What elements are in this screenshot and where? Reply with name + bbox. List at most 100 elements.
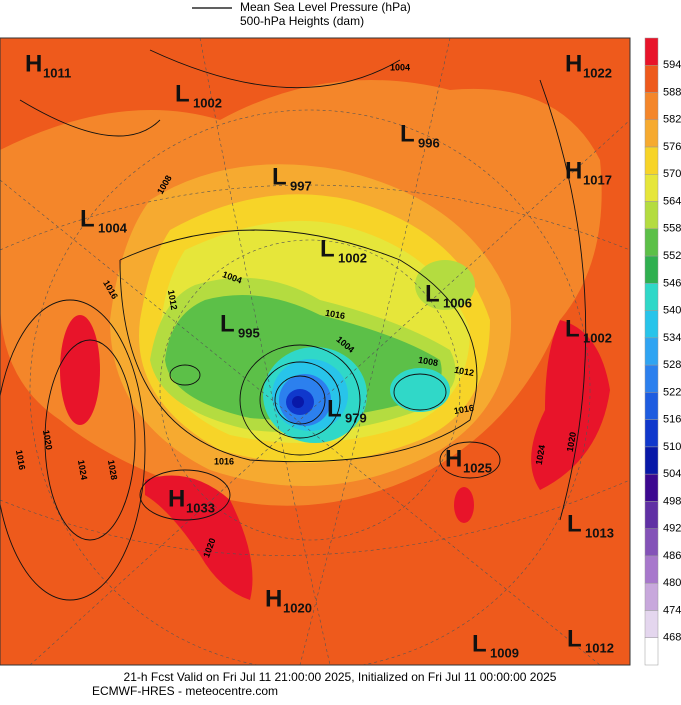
colorbar-swatch [644,582,659,611]
colorbar-tick-label: 468 [663,632,681,644]
center-letter: L [567,510,582,537]
contour-label: 1020 [565,431,578,452]
center-letter: L [400,120,415,147]
center-letter: L [175,80,190,107]
contour-label: 1024 [534,444,547,465]
map-frame [0,37,631,666]
center-letter: H [265,585,282,612]
colorbar-swatch [644,637,659,666]
colorbar-swatch [644,392,659,420]
colorbar-tick-label: 516 [663,414,681,426]
center-value: 1002 [193,95,222,110]
colorbar-tick-label: 492 [663,523,681,535]
colorbar-swatch [644,446,659,475]
colorbar-swatch [644,473,659,502]
colorbar-swatch [644,201,659,230]
colorbar-swatch [644,174,659,202]
contour-label: 1024 [76,459,89,480]
center-letter: L [425,280,440,307]
center-value: 1002 [583,330,612,345]
colorbar-swatch [644,364,659,393]
center-value: 1020 [283,600,312,615]
center-value: 1004 [98,220,128,235]
colorbar-swatch [644,146,659,175]
colorbar: 594 588 582 576 570 564 558 552 546 540 534 528 522 5… [644,37,681,666]
contour-label: 1016 [324,308,345,321]
colorbar-swatch [644,501,659,529]
center-value: 1013 [585,525,614,540]
colorbar-tick-label: 510 [663,441,681,453]
colorbar-swatch [644,283,659,311]
colorbar-swatch [644,419,659,448]
center-letter: H [25,50,42,77]
center-value: 1033 [186,500,215,515]
colorbar-tick-label: 528 [663,359,681,371]
colorbar-tick-label: 486 [663,550,681,562]
center-letter: L [80,205,95,232]
colorbar-tick-label: 570 [663,168,681,180]
center-value: 997 [290,178,312,193]
colorbar-swatch [644,255,659,284]
center-letter: H [565,157,582,184]
center-value: 996 [418,135,440,150]
colorbar-tick-label: 540 [663,305,681,317]
center-letter: L [327,395,342,422]
colorbar-swatch [644,119,659,148]
colorbar-swatch [644,610,659,638]
colorbar-tick-label: 558 [663,223,681,235]
colorbar-tick-label: 480 [663,577,681,589]
center-letter: L [472,630,487,657]
colorbar-tick-label: 546 [663,277,681,289]
colorbar-tick-label: 504 [663,468,681,480]
contour-label: 1012 [453,365,474,378]
contour-label: 1028 [106,459,119,480]
colorbar-tick-label: 588 [663,86,681,98]
center-letter: L [220,310,235,337]
colorbar-tick-label: 576 [663,141,681,153]
colorbar-tick-label: 582 [663,114,681,126]
center-value: 1017 [583,172,612,187]
colorbar-tick-label: 552 [663,250,681,262]
center-value: 1002 [338,250,367,265]
contour-label: 1016 [214,456,234,466]
contour-label: 1020 [41,429,54,450]
center-value: 1006 [443,295,472,310]
center-letter: L [320,235,335,262]
contour-label: 1008 [417,355,438,368]
colorbar-swatch [644,528,659,557]
colorbar-tick-label: 564 [663,195,681,207]
center-letter: H [565,50,582,77]
colorbar-tick-label: 522 [663,386,681,398]
center-value: 1025 [463,460,492,475]
colorbar-tick-label: 474 [663,604,681,616]
colorbar-swatch [644,92,659,121]
center-letter: H [168,485,185,512]
footer-text: ECMWF-HRES - meteocentre.com [92,684,278,698]
colorbar-tick-label: 594 [663,59,681,71]
center-value: 995 [238,325,260,340]
colorbar-swatch [644,337,659,366]
footer-text: 21-h Fcst Valid on Fri Jul 11 21:00:00 2… [124,670,557,684]
colorbar-swatch [644,555,659,584]
colorbar-swatch [644,228,659,257]
center-value: 1011 [43,65,71,80]
contour-label: 1012 [166,289,179,310]
center-letter: H [445,445,462,472]
center-value: 1012 [585,640,614,655]
center-letter: L [567,625,582,652]
map [0,38,630,665]
colorbar-swatch [644,37,659,66]
center-value: 979 [345,410,367,425]
center-value: 1022 [583,65,612,80]
center-letter: L [272,163,287,190]
legend-label: 500-hPa Heights (dam) [240,14,364,28]
contour-label: 1004 [390,62,410,72]
colorbar-tick-label: 534 [663,332,681,344]
colorbar-swatch [644,310,659,339]
legend-label: Mean Sea Level Pressure (hPa) [240,0,411,14]
colorbar-swatch [644,65,659,93]
colorbar-tick-label: 498 [663,495,681,507]
contour-label: 1016 [14,449,27,470]
center-letter: L [565,315,580,342]
